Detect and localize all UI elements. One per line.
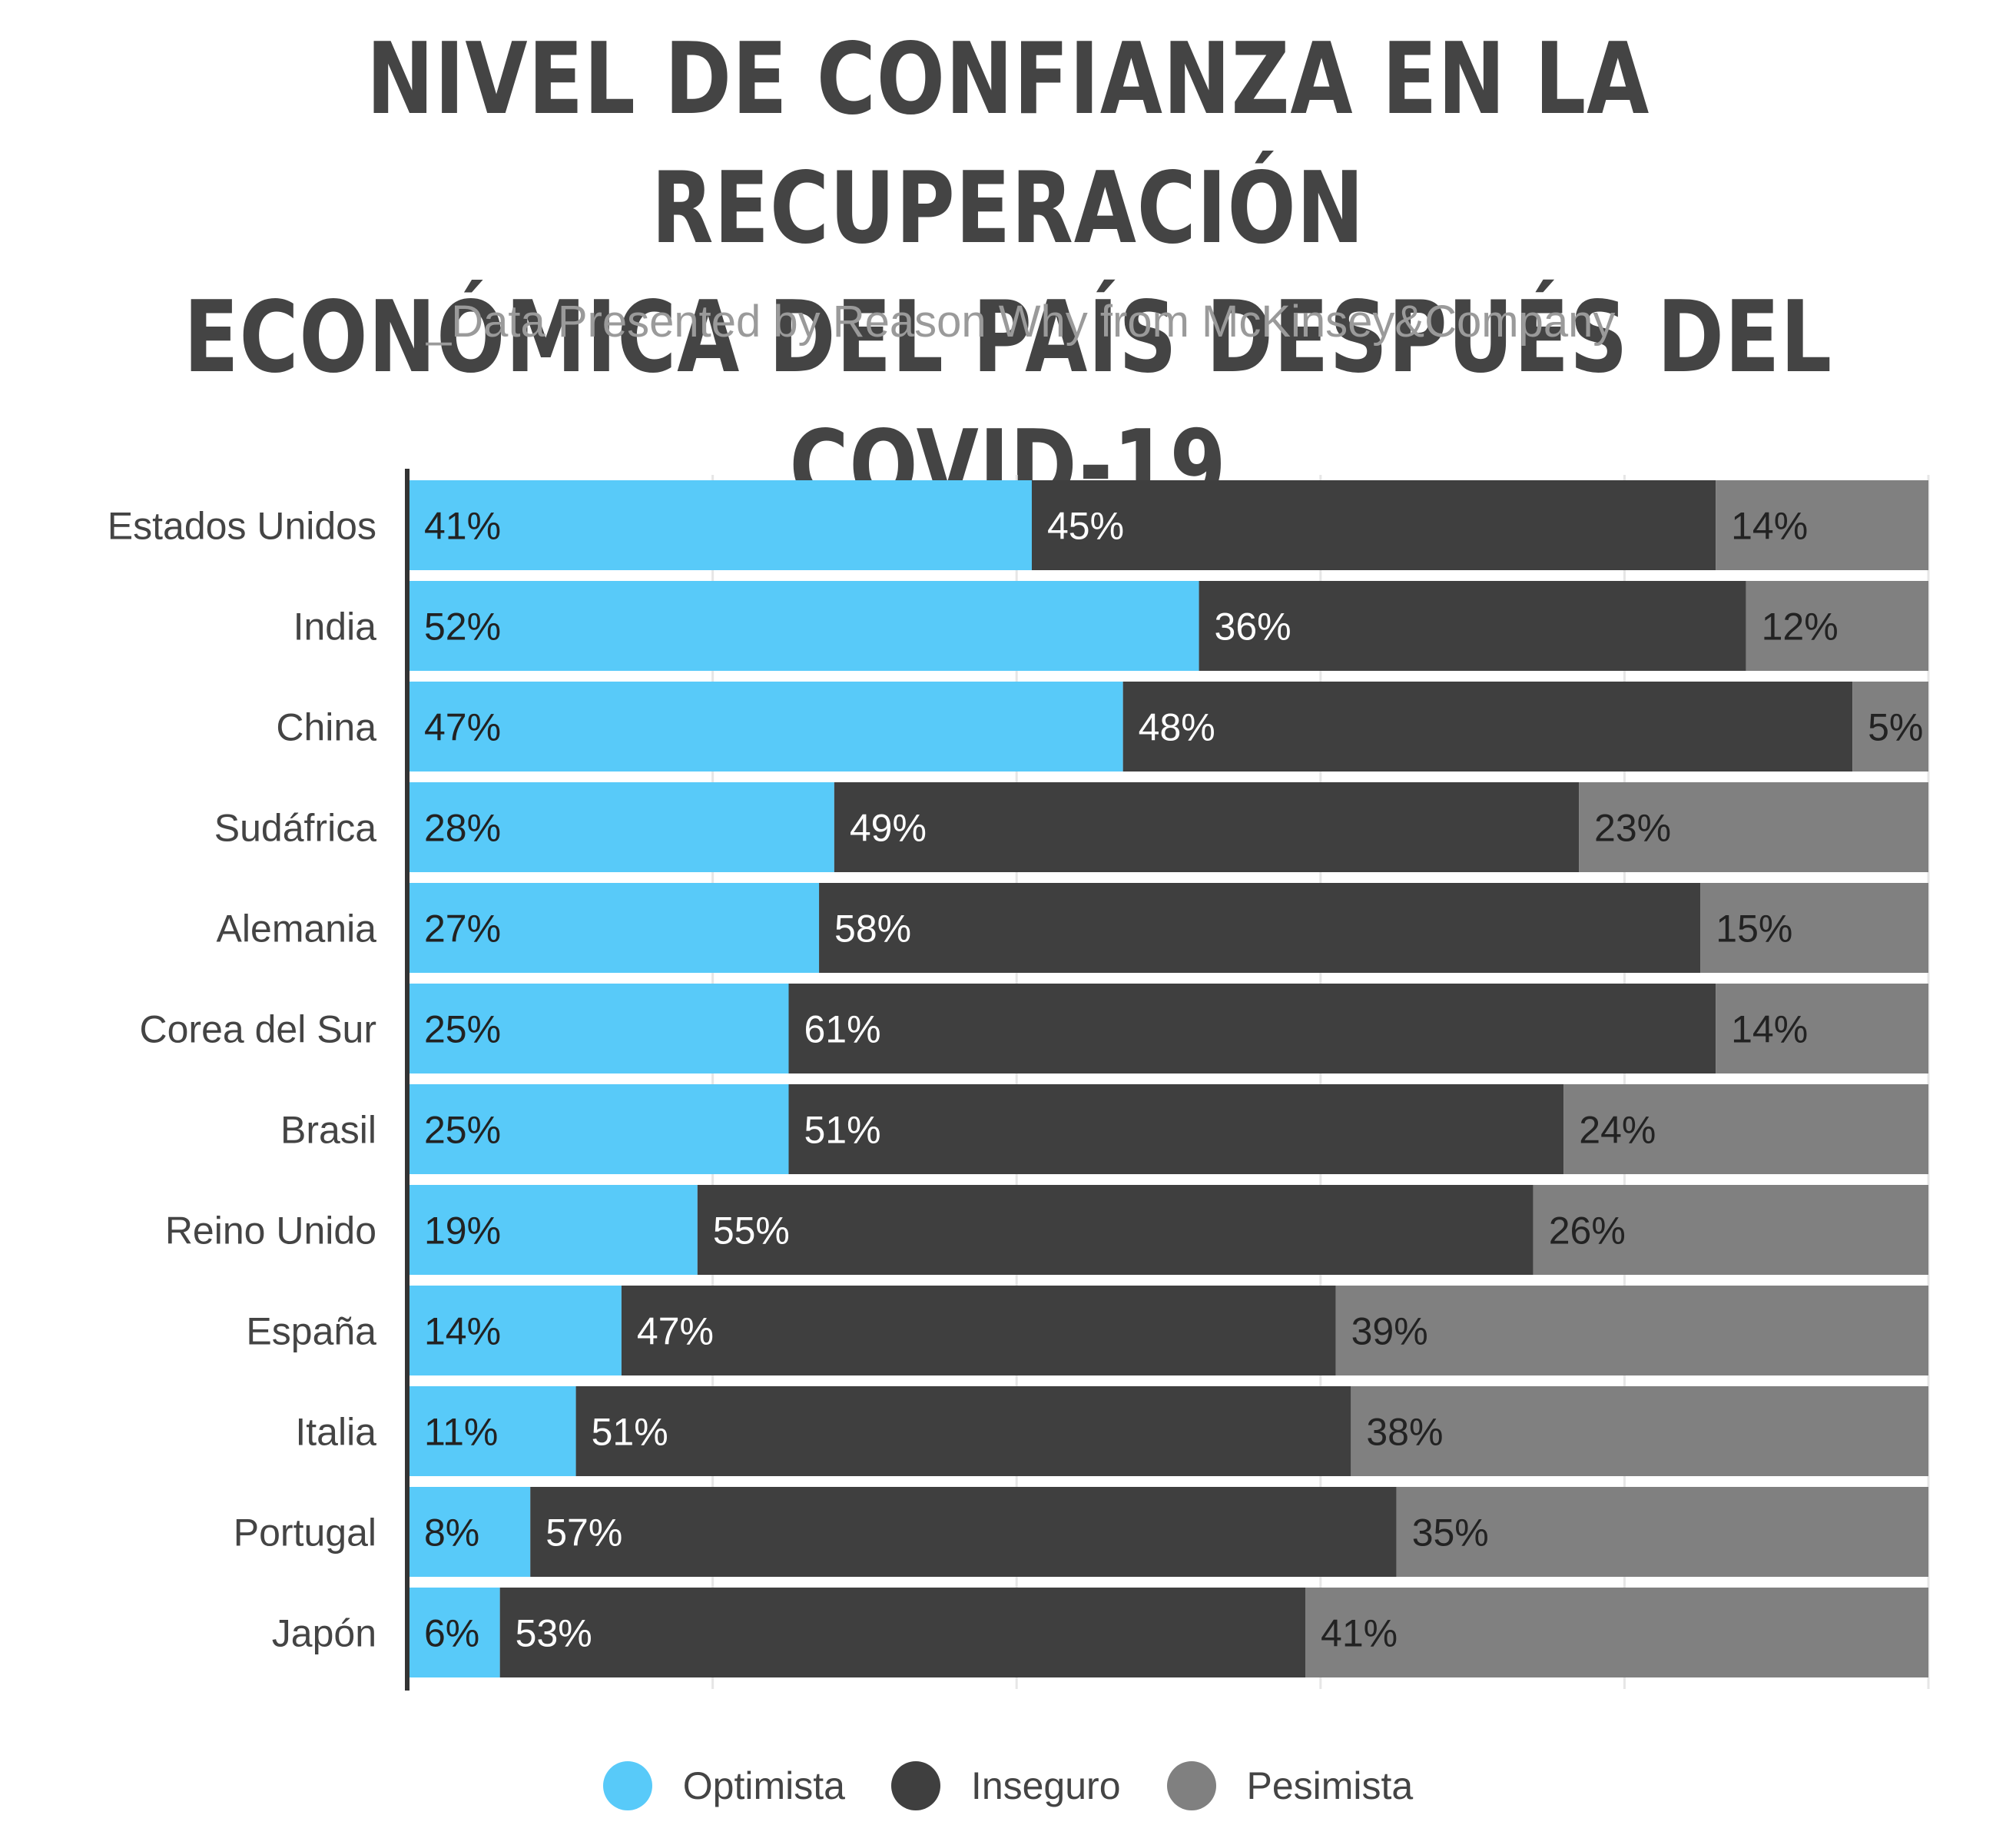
data-label-pesimista: 26% — [1549, 1210, 1626, 1253]
data-label-pesimista: 5% — [1868, 706, 1923, 749]
data-label-pesimista: 35% — [1412, 1511, 1489, 1555]
data-label-pesimista: 23% — [1594, 807, 1671, 850]
bar-optimista — [409, 1185, 698, 1275]
data-label-optimista: 25% — [424, 1008, 501, 1051]
data-label-optimista: 14% — [424, 1310, 501, 1353]
data-label-inseguro: 53% — [516, 1612, 592, 1655]
chart-legend: Optimista Inseguro Pesimista — [0, 1761, 2016, 1810]
bar-inseguro — [697, 1185, 1534, 1275]
data-label-inseguro: 55% — [713, 1210, 790, 1253]
bar-inseguro — [575, 1386, 1351, 1476]
category-label: Sudáfrica — [214, 807, 376, 850]
bar-inseguro — [819, 883, 1701, 973]
bar-pesimista — [1579, 782, 1928, 872]
bar-optimista — [409, 682, 1123, 771]
category-label: India — [293, 606, 377, 649]
bar-optimista — [409, 1386, 576, 1476]
bar-pesimista — [1700, 883, 1928, 973]
legend-swatch-inseguro — [890, 1761, 940, 1810]
data-label-inseguro: 48% — [1139, 706, 1215, 749]
legend-item-pesimista: Pesimista — [1166, 1761, 1414, 1810]
bar-inseguro — [530, 1487, 1397, 1577]
bar-optimista — [409, 984, 789, 1073]
data-label-inseguro: 51% — [804, 1109, 881, 1152]
data-label-optimista: 27% — [424, 908, 501, 951]
bar-pesimista — [1396, 1487, 1928, 1577]
category-label: Corea del Sur — [140, 1008, 377, 1051]
bar-pesimista — [1351, 1386, 1928, 1476]
data-label-pesimista: 39% — [1351, 1310, 1428, 1353]
data-label-inseguro: 61% — [804, 1008, 881, 1051]
stacked-bar-chart: Estados Unidos 41% 45% 14% India 52% 36% 12% Chi… — [108, 469, 1930, 1691]
category-label: España — [246, 1310, 376, 1353]
data-label-optimista: 47% — [424, 706, 501, 749]
bar-inseguro — [1122, 682, 1853, 771]
data-label-inseguro: 36% — [1215, 606, 1292, 649]
chart-subtitle: _Data Presented by Reason Why from McKin… — [426, 297, 1616, 347]
legend-label-pesimista: Pesimista — [1246, 1764, 1414, 1807]
bar-pesimista — [1335, 1286, 1928, 1375]
category-label: Italia — [295, 1411, 376, 1454]
bar-inseguro — [834, 782, 1580, 872]
data-label-pesimista: 41% — [1321, 1612, 1398, 1655]
category-label: Japón — [272, 1612, 376, 1655]
data-label-optimista: 28% — [424, 807, 501, 850]
category-label: Portugal — [234, 1511, 376, 1555]
category-label: Estados Unidos — [108, 505, 376, 548]
bar-inseguro — [621, 1286, 1336, 1375]
data-label-optimista: 19% — [424, 1210, 501, 1253]
bar-optimista — [409, 1487, 531, 1577]
data-label-inseguro: 49% — [850, 807, 927, 850]
bar-pesimista — [1563, 1084, 1928, 1174]
bar-inseguro — [788, 984, 1716, 1073]
data-label-pesimista: 38% — [1366, 1411, 1443, 1454]
category-label: Brasil — [280, 1109, 376, 1152]
bar-inseguro — [499, 1588, 1306, 1677]
data-label-pesimista: 15% — [1716, 908, 1792, 951]
bar-optimista — [409, 883, 820, 973]
bar-pesimista — [1716, 984, 1928, 1073]
data-label-pesimista: 24% — [1579, 1109, 1656, 1152]
data-label-inseguro: 58% — [834, 908, 911, 951]
bar-pesimista — [1305, 1588, 1928, 1677]
legend-item-inseguro: Inseguro — [890, 1761, 1121, 1810]
data-label-optimista: 6% — [424, 1612, 479, 1655]
legend-label-optimista: Optimista — [682, 1764, 845, 1807]
bar-optimista — [409, 1084, 789, 1174]
legend-item-optimista: Optimista — [602, 1761, 845, 1810]
bar-inseguro — [1199, 581, 1746, 671]
bar-optimista — [409, 782, 834, 872]
data-label-inseguro: 51% — [592, 1411, 668, 1454]
bar-pesimista — [1533, 1185, 1928, 1275]
data-label-optimista: 41% — [424, 505, 501, 548]
legend-swatch-pesimista — [1166, 1761, 1216, 1810]
chart-title: NIVEL DE CONFIANZA EN LA RECUPERACIÓN EC… — [181, 15, 1835, 532]
bar-pesimista — [1716, 480, 1928, 570]
data-label-pesimista: 12% — [1762, 606, 1839, 649]
data-label-inseguro: 57% — [545, 1511, 622, 1555]
bar-inseguro — [788, 1084, 1564, 1174]
bar-inseguro — [1031, 480, 1716, 570]
bar-pesimista — [1746, 581, 1928, 671]
bar-optimista — [409, 480, 1032, 570]
category-label: Alemania — [217, 908, 377, 951]
bar-optimista — [409, 581, 1199, 671]
data-label-optimista: 25% — [424, 1109, 501, 1152]
data-label-optimista: 8% — [424, 1511, 479, 1555]
bar-optimista — [409, 1588, 500, 1677]
legend-swatch-optimista — [602, 1761, 652, 1810]
legend-label-inseguro: Inseguro — [970, 1764, 1121, 1807]
data-label-inseguro: 45% — [1047, 505, 1124, 548]
data-label-optimista: 11% — [424, 1411, 498, 1454]
data-label-inseguro: 47% — [637, 1310, 714, 1353]
title-line-1: NIVEL DE CONFIANZA EN LA RECUPERACIÓN — [366, 22, 1650, 266]
category-label: China — [276, 706, 376, 749]
category-label: Reino Unido — [165, 1210, 376, 1253]
bar-pesimista — [1852, 682, 1928, 771]
data-label-pesimista: 14% — [1731, 505, 1808, 548]
data-label-pesimista: 14% — [1731, 1008, 1808, 1051]
bar-optimista — [409, 1286, 622, 1375]
data-label-optimista: 52% — [424, 606, 501, 649]
